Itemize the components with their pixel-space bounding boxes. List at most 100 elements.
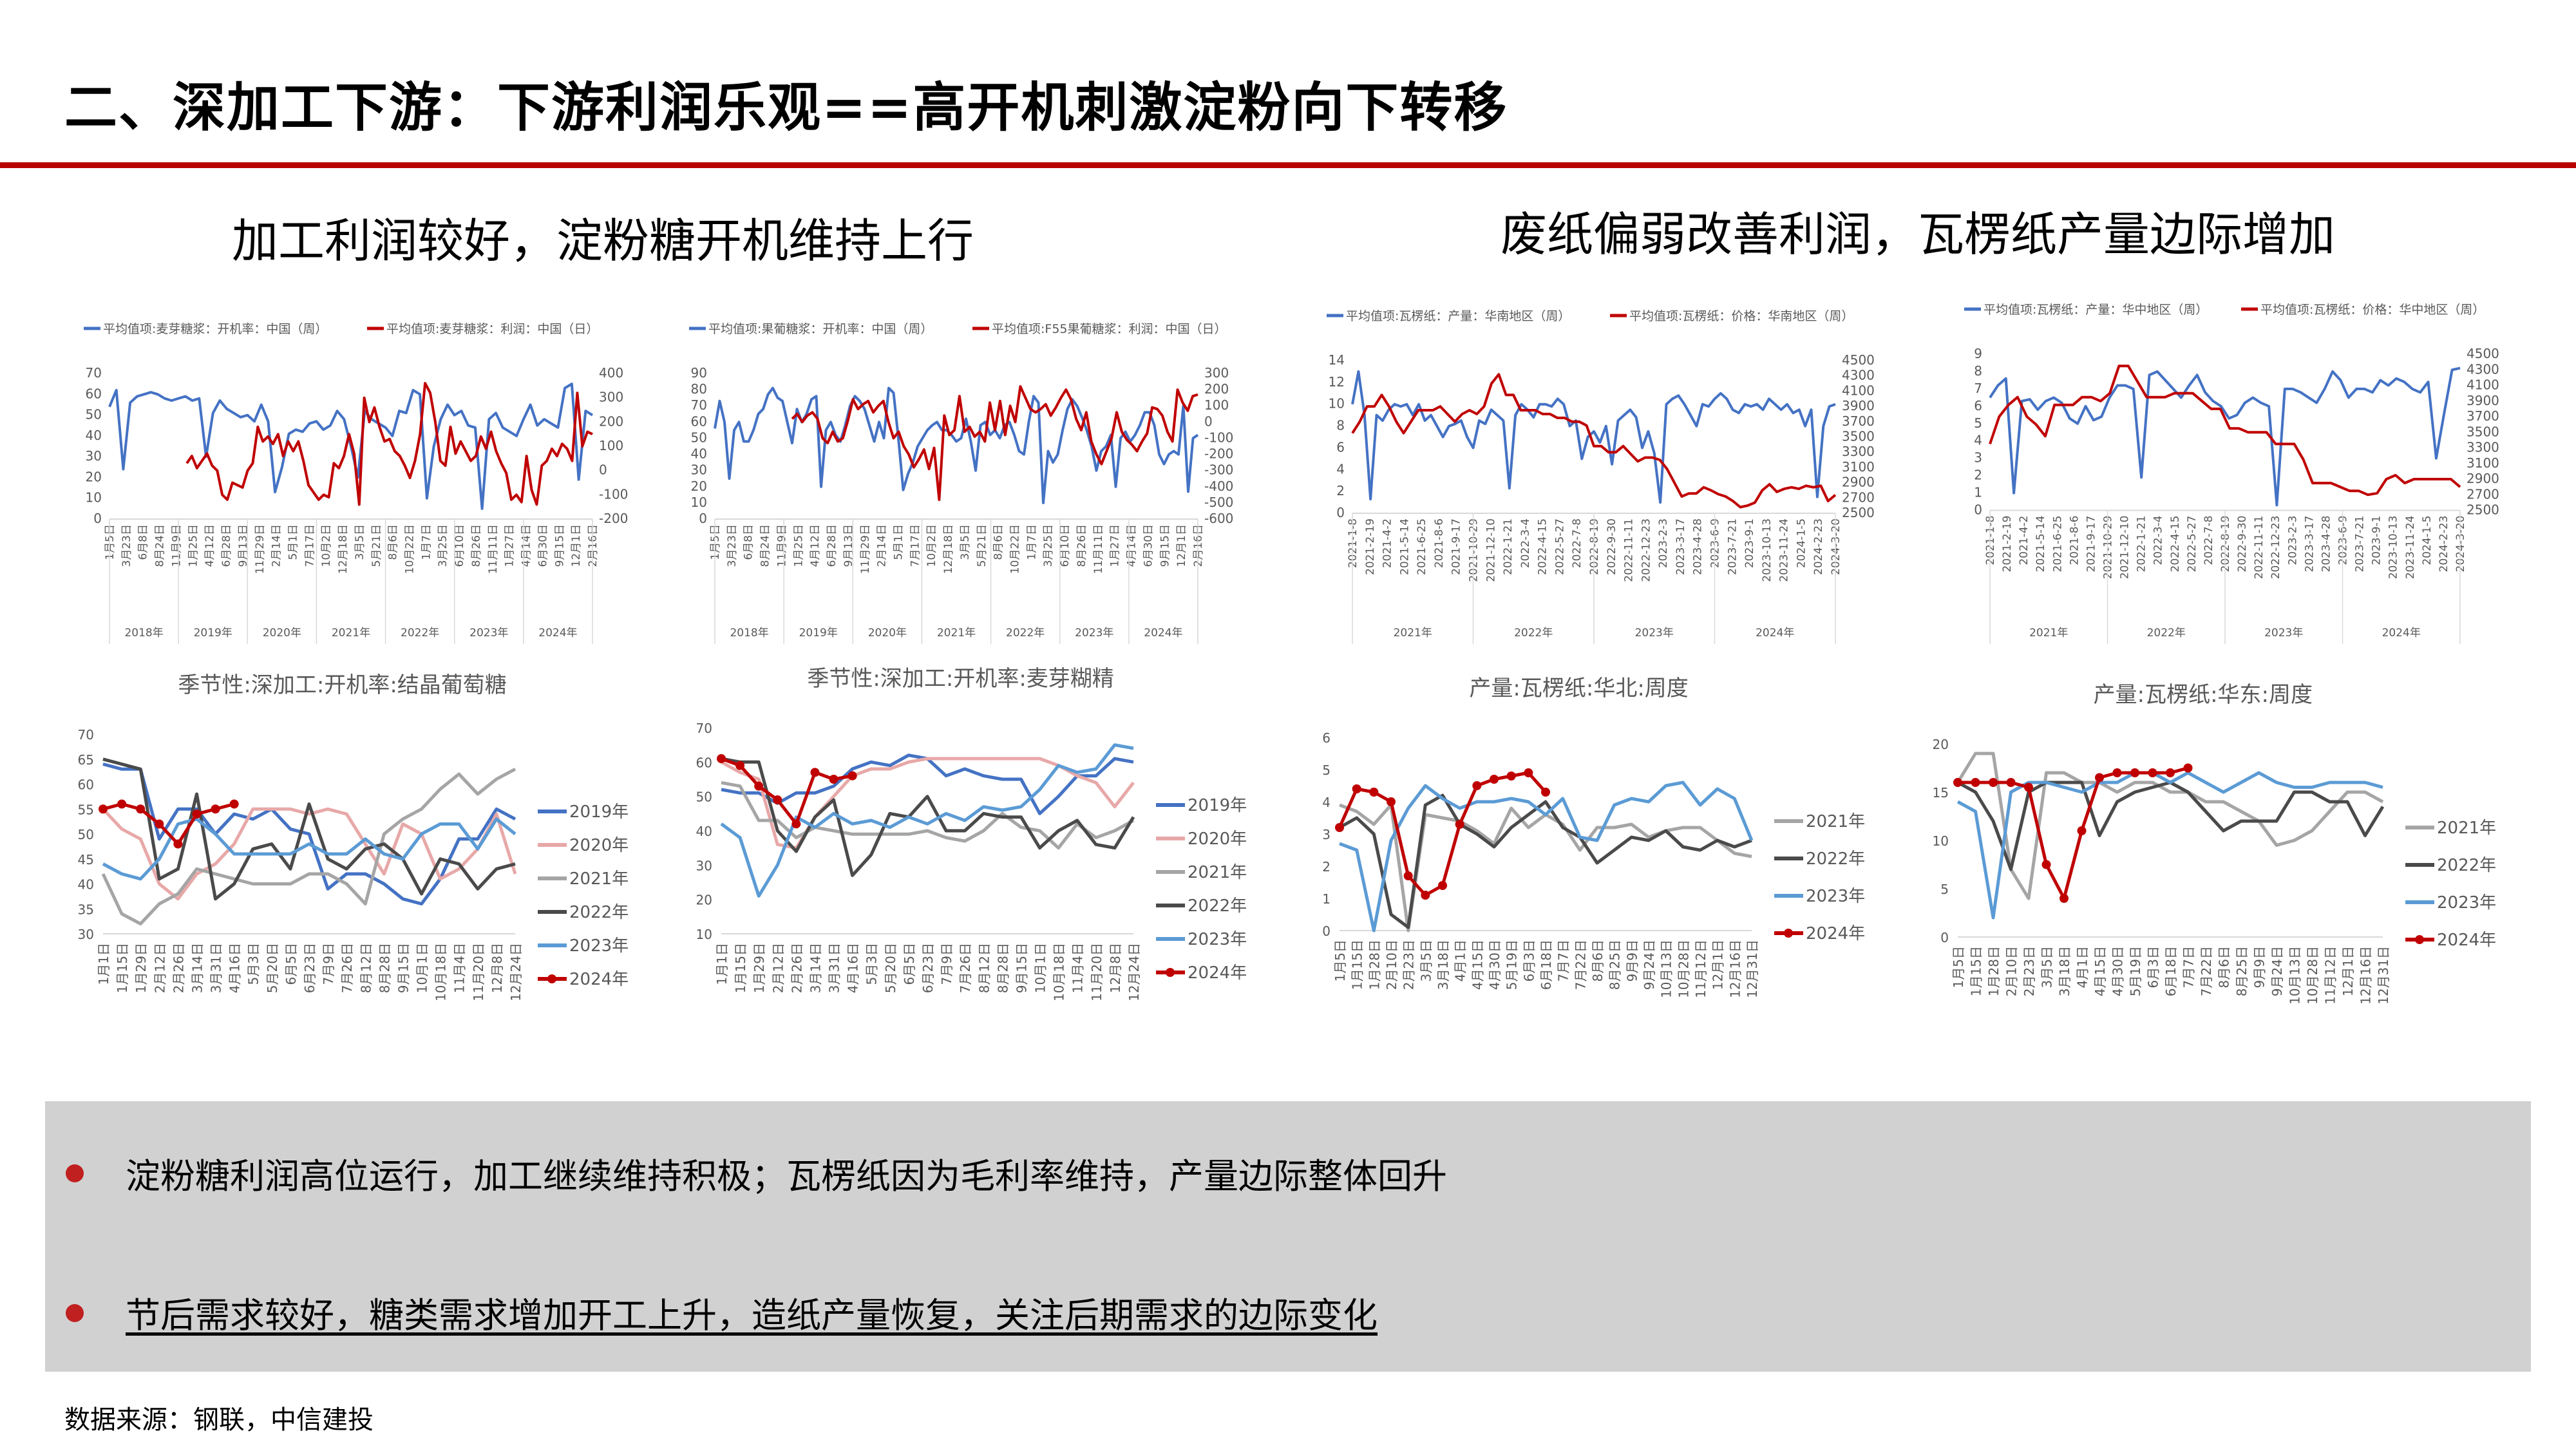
svg-text:2022-8-19: 2022-8-19 — [1588, 518, 1601, 575]
svg-text:8月6日: 8月6日 — [992, 524, 1005, 560]
svg-text:2018年: 2018年 — [124, 627, 163, 639]
svg-text:12月1日: 12月1日 — [570, 524, 583, 567]
svg-text:3100: 3100 — [1842, 459, 1875, 475]
svg-text:2021年: 2021年 — [937, 627, 976, 639]
svg-text:2021-10-29: 2021-10-29 — [1468, 518, 1481, 582]
svg-text:1月27日: 1月27日 — [504, 524, 516, 567]
svg-text:2022年: 2022年 — [1514, 627, 1553, 639]
svg-text:2022年: 2022年 — [1006, 627, 1045, 639]
svg-text:60: 60 — [78, 777, 94, 793]
svg-text:30: 30 — [696, 858, 712, 873]
svg-text:7月9日: 7月9日 — [321, 943, 336, 985]
svg-text:2022年: 2022年 — [401, 627, 439, 639]
svg-text:2900: 2900 — [1842, 475, 1875, 490]
svg-text:2021年: 2021年 — [1188, 863, 1247, 882]
svg-text:0: 0 — [1336, 505, 1345, 520]
svg-text:3500: 3500 — [2467, 424, 2499, 439]
svg-text:50: 50 — [696, 790, 712, 805]
svg-text:4300: 4300 — [1842, 368, 1875, 383]
svg-text:1月15日: 1月15日 — [115, 943, 130, 993]
svg-text:3月14日: 3月14日 — [189, 943, 205, 993]
svg-text:4月1日: 4月1日 — [1453, 940, 1468, 981]
svg-text:2023-3-17: 2023-3-17 — [2303, 516, 2316, 573]
chart-canvas: 平均值项:麦芽糖浆：开机率：中国（周） 平均值项:麦芽糖浆：利润：中国（日） 70 6… — [84, 322, 628, 644]
svg-text:2024年: 2024年 — [1188, 963, 1247, 983]
chart-canvas: 平均值项:瓦楞纸：产量：华中地区（周） 平均值项:瓦楞纸：价格：华中地区（周） 9 8… — [1964, 303, 2499, 644]
svg-text:20: 20 — [1933, 737, 1949, 752]
svg-text:1月1日: 1月1日 — [714, 943, 730, 985]
svg-text:2020年: 2020年 — [1188, 829, 1247, 849]
svg-text:2月16日: 2月16日 — [1192, 524, 1205, 567]
svg-text:2021-4-2: 2021-4-2 — [1381, 518, 1394, 568]
svg-text:1月29日: 1月29日 — [752, 943, 767, 993]
svg-text:2024年: 2024年 — [538, 627, 577, 639]
svg-text:2023-3-17: 2023-3-17 — [1674, 518, 1687, 575]
svg-text:7月17日: 7月17日 — [303, 524, 316, 567]
svg-text:3月18日: 3月18日 — [2057, 946, 2072, 996]
svg-text:100: 100 — [1204, 397, 1229, 413]
subhead-right: 废纸偏弱改善利润，瓦楞纸产量边际增加 — [1501, 207, 2336, 261]
svg-text:9月24日: 9月24日 — [2269, 946, 2285, 996]
chart-corrugated-north: 产量:瓦楞纸:华北:周度 6 5 4 3 2 1 0 1月5日 1月15日 1月28日 2月10日 2月… — [1294, 667, 1913, 1072]
svg-text:60: 60 — [691, 413, 707, 429]
svg-text:3300: 3300 — [1842, 444, 1875, 459]
svg-text:45: 45 — [78, 852, 94, 867]
chart-corrugated-central: 平均值项:瓦楞纸：产量：华中地区（周） 平均值项:瓦楞纸：价格：华中地区（周） 9 8… — [1951, 290, 2505, 644]
svg-text:2023年: 2023年 — [1635, 627, 1674, 639]
svg-text:3月5日: 3月5日 — [1418, 940, 1434, 981]
svg-text:季节性:深加工:开机率:麦芽糊精: 季节性:深加工:开机率:麦芽糊精 — [807, 666, 1113, 692]
svg-text:14: 14 — [1329, 352, 1345, 368]
svg-text:2月26日: 2月26日 — [789, 943, 804, 993]
svg-text:2月10日: 2月10日 — [2004, 946, 2020, 996]
chart-canvas: 平均值项:瓦楞纸：产量：华南地区（周） 平均值项:瓦楞纸：价格：华南地区（周） 14… — [1327, 309, 1875, 644]
svg-text:3月14日: 3月14日 — [808, 943, 823, 993]
svg-text:9月15日: 9月15日 — [1159, 524, 1171, 567]
svg-text:7: 7 — [1974, 381, 1982, 396]
summary-panel: 淀粉糖利润高位运行，加工继续维持积极；瓦楞纸因为毛利率维持，产量边际整体回升 节… — [45, 1101, 2531, 1372]
svg-text:9月13日: 9月13日 — [237, 524, 250, 567]
svg-text:5月21日: 5月21日 — [976, 524, 989, 567]
svg-text:2021-6-25: 2021-6-25 — [2051, 516, 2064, 573]
svg-text:2023-4-28: 2023-4-28 — [1692, 518, 1705, 575]
svg-text:3月5日: 3月5日 — [2040, 946, 2055, 988]
svg-text:4月30日: 4月30日 — [2110, 946, 2126, 996]
svg-text:2月23日: 2月23日 — [2022, 946, 2037, 996]
svg-text:1: 1 — [1974, 485, 1982, 500]
chart-hfcs: 平均值项:果葡糖浆：开机率：中国（周） 平均值项:F55果葡糖浆：利润：中国（日）… — [676, 309, 1243, 644]
svg-text:1月7日: 1月7日 — [420, 524, 433, 560]
svg-text:6月30日: 6月30日 — [1142, 524, 1155, 567]
svg-text:7月26日: 7月26日 — [958, 943, 973, 993]
svg-text:6月3日: 6月3日 — [2146, 946, 2161, 988]
svg-text:90: 90 — [691, 365, 707, 381]
svg-text:2022-9-30: 2022-9-30 — [1605, 518, 1618, 575]
svg-text:2: 2 — [1336, 483, 1345, 498]
svg-text:6月8日: 6月8日 — [137, 524, 150, 560]
svg-text:1月15日: 1月15日 — [733, 943, 748, 993]
svg-text:4月14日: 4月14日 — [1126, 524, 1139, 567]
svg-text:9月9日: 9月9日 — [2252, 946, 2268, 988]
svg-text:2月14日: 2月14日 — [876, 524, 889, 567]
svg-text:7月26日: 7月26日 — [339, 943, 355, 993]
svg-text:2023-9-1: 2023-9-1 — [1743, 518, 1756, 568]
svg-text:2022-12-23: 2022-12-23 — [1640, 518, 1653, 582]
series-2020年 — [102, 807, 517, 901]
svg-text:2021-12-10: 2021-12-10 — [2119, 516, 2132, 580]
series-red — [185, 382, 593, 506]
svg-text:8: 8 — [1336, 418, 1345, 433]
svg-text:2024年: 2024年 — [1144, 627, 1182, 639]
svg-text:6月5日: 6月5日 — [902, 943, 917, 985]
svg-text:12月24日: 12月24日 — [508, 943, 524, 1001]
svg-text:2022年: 2022年 — [569, 903, 629, 922]
svg-text:7月9日: 7月9日 — [939, 943, 954, 985]
svg-text:8月6日: 8月6日 — [387, 524, 400, 560]
series-blue — [1989, 366, 2461, 507]
svg-text:0: 0 — [1974, 502, 1982, 518]
svg-text:2021-4-2: 2021-4-2 — [2018, 516, 2031, 565]
svg-text:2023-10-13: 2023-10-13 — [2387, 516, 2400, 580]
svg-text:50: 50 — [78, 827, 94, 842]
svg-text:6: 6 — [1974, 398, 1982, 413]
svg-text:4500: 4500 — [2467, 346, 2499, 361]
svg-text:4月16日: 4月16日 — [846, 943, 861, 993]
